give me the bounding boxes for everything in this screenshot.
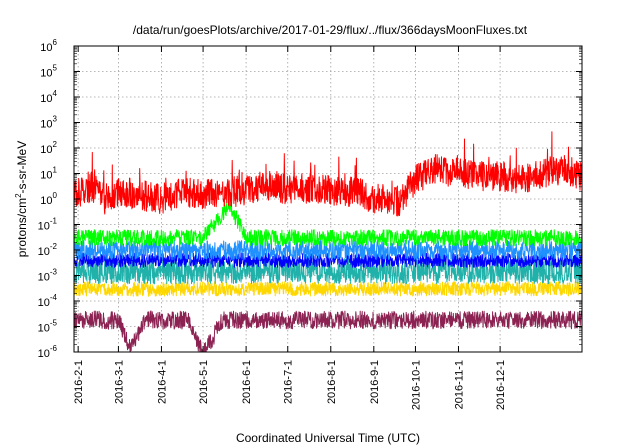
y-tick-label: 10-1 [38, 217, 58, 233]
chart-title: /data/run/goesPlots/archive/2017-01-29/f… [133, 23, 528, 37]
y-tick-labels: 10-6 10-5 10-4 10-3 10-2 10-1 100 101 102 103 104 1… [38, 38, 58, 360]
y-tick-label: 103 [40, 115, 57, 131]
series-line [74, 310, 582, 352]
series-line [74, 252, 582, 268]
x-tick-label: 2016-10-1 [410, 360, 422, 410]
x-axis-title: Coordinated Universal Time (UTC) [236, 431, 420, 445]
y-tick-label: 102 [40, 140, 57, 156]
series-line [74, 200, 582, 247]
y-tick-label: 101 [40, 166, 57, 182]
x-tick-label: 2016-4-1 [156, 360, 168, 404]
x-tick-label: 2016-2-1 [73, 360, 85, 404]
x-tick-label: 2016-6-1 [241, 360, 253, 404]
y-tick-label: 10-5 [38, 319, 58, 335]
y-axis-title: protons/cm2-s-sr-MeV [14, 141, 29, 257]
data-series-group [74, 131, 582, 352]
y-tick-label: 10-6 [38, 344, 58, 360]
y-tick-label: 10-4 [38, 293, 58, 309]
y-tick-label: 10-3 [38, 268, 58, 284]
y-tick-label: 10-2 [38, 242, 58, 258]
y-tick-label: 100 [40, 191, 57, 207]
x-tick-label: 2016-7-1 [283, 360, 295, 404]
series-line [74, 281, 582, 297]
x-tick-label: 2016-8-1 [326, 360, 338, 404]
x-tick-label: 2016-5-1 [198, 360, 210, 404]
x-tick-labels: 2016-2-1 2016-3-1 2016-4-1 2016-5-1 2016-6-1… [73, 360, 507, 410]
y-tick-label: 105 [40, 64, 57, 80]
axis-ticks [74, 45, 582, 353]
series-line [74, 239, 582, 261]
x-tick-label: 2016-11-1 [453, 360, 465, 409]
x-tick-label: 2016-9-1 [369, 360, 381, 404]
series-line [74, 131, 582, 217]
y-tick-label: 106 [40, 38, 57, 54]
x-tick-label: 2016-12-1 [495, 360, 507, 410]
y-tick-label: 104 [40, 89, 57, 105]
x-tick-label: 2016-3-1 [113, 360, 125, 404]
